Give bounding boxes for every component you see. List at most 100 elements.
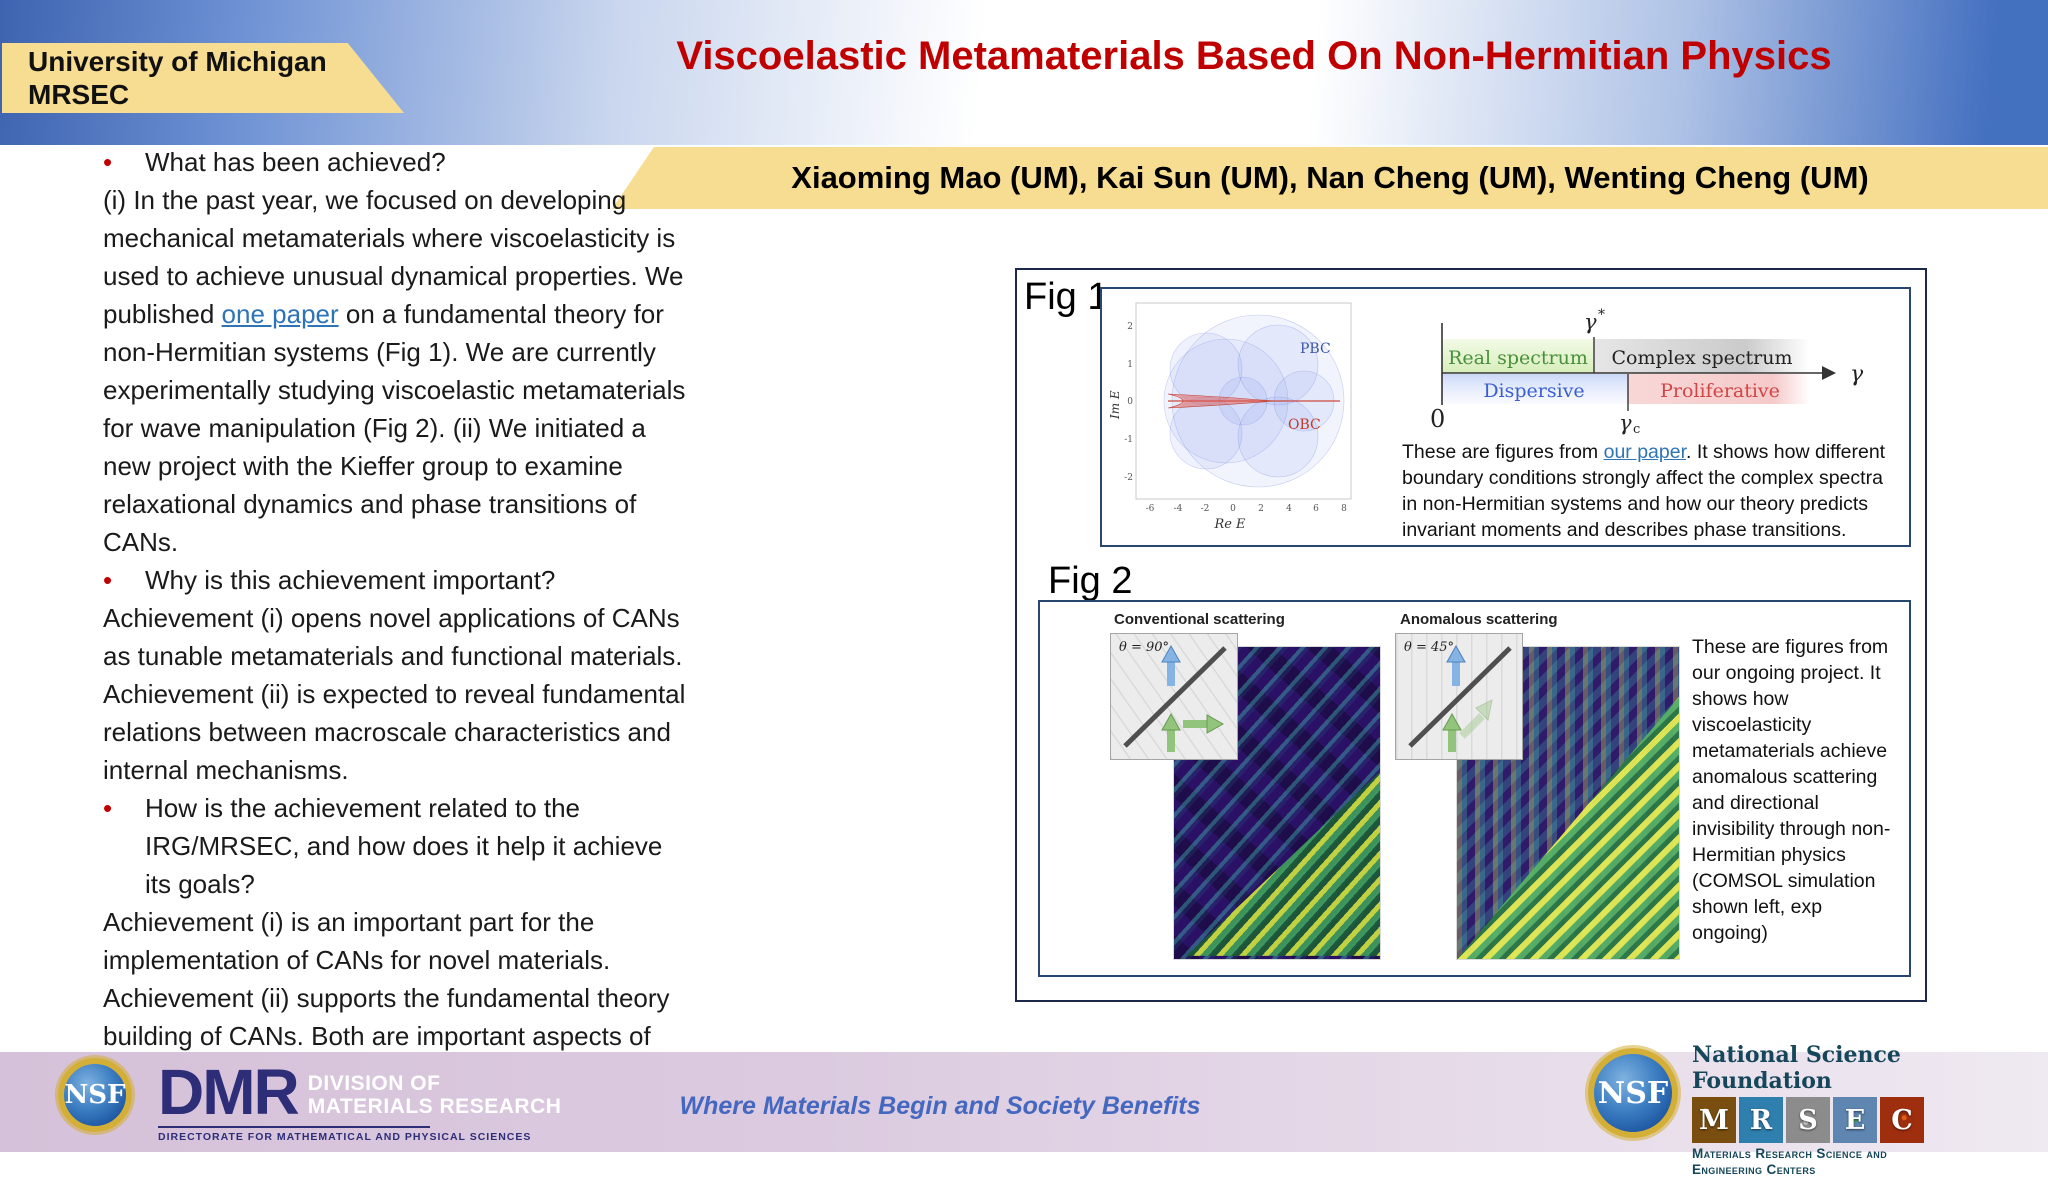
incident-arrowhead <box>1442 712 1462 731</box>
authors-banner: Xiaoming Mao (UM), Kai Sun (UM), Nan Che… <box>612 147 2048 209</box>
mrsec-tile-m: M <box>1692 1097 1736 1143</box>
bullet-marker: • <box>103 565 113 595</box>
one-paper-link[interactable]: one paper <box>221 299 339 329</box>
real-spectrum-label: Real spectrum <box>1448 347 1588 369</box>
fig1-box: PBC OBC -6 -4 -2 0 2 4 6 8 2 1 0 -1 -2 I… <box>1100 287 1911 547</box>
para1-text-a: (i) In the past year, we focused on deve… <box>103 185 684 329</box>
pbc-obc-spectra-plot: PBC OBC -6 -4 -2 0 2 4 6 8 2 1 0 -1 -2 I… <box>1108 302 1352 532</box>
dmr-division-lines: DIVISION OF MATERIALS RESEARCH <box>308 1072 562 1118</box>
fig1-caption-b: . It shows how different boundary condit… <box>1402 441 1886 541</box>
svg-text:1: 1 <box>1127 360 1133 370</box>
mrsec-tile-c: C <box>1880 1097 1924 1143</box>
complex-spectrum-band <box>1594 339 1810 373</box>
mrsec-tile-e: E <box>1833 1097 1877 1143</box>
dmr-directorate-text: DIRECTORATE FOR MATHEMATICAL AND PHYSICA… <box>158 1131 532 1143</box>
fig1-caption: These are figures from our paper. It sho… <box>1402 439 1902 543</box>
svg-text:-6: -6 <box>1146 504 1155 514</box>
gamma-axis-arrowhead <box>1822 366 1836 380</box>
bullet-marker: • <box>103 793 113 823</box>
mrsec-tile-r: R <box>1739 1097 1783 1143</box>
footer-motto: Where Materials Begin and Society Benefi… <box>679 1092 1201 1120</box>
plot-ylabel: Im E <box>1108 390 1122 420</box>
conventional-scattering-label: Conventional scattering <box>1114 611 1285 628</box>
paragraph-achievements: (i) In the past year, we focused on deve… <box>103 181 689 561</box>
page-title: Viscoelastic Metamaterials Based On Non-… <box>676 34 1832 78</box>
nsf-logo-text: NSF <box>64 1080 126 1110</box>
para1-text-b: on a fundamental theory for non-Hermitia… <box>103 299 686 557</box>
theta-90-label: θ = 90° <box>1119 640 1170 655</box>
dispersive-band <box>1442 374 1628 404</box>
incident-arrowhead <box>1161 712 1181 731</box>
scattering-geometry-90 <box>1123 644 1227 752</box>
mrsec-title: National Science Foundation <box>1692 1042 1901 1094</box>
interface-line <box>1408 646 1512 748</box>
gamma-axis-label: γ <box>1850 362 1864 387</box>
dmr-wordmark: DMR <box>158 1056 300 1128</box>
transmitted-arrowhead <box>1161 644 1181 663</box>
mrsec-tile-s: S <box>1786 1097 1830 1143</box>
complex-spectrum-label: Complex spectrum <box>1611 347 1792 369</box>
svg-text:0: 0 <box>1230 504 1236 514</box>
obc-series-label: OBC <box>1288 417 1321 433</box>
bullet-item-why: • Why is this achievement important? <box>103 561 689 599</box>
conventional-scattering-inset: θ = 90° <box>1110 633 1238 760</box>
fig2-label: Fig 2 <box>1048 560 1133 602</box>
mrsec-subtitle-line1: Materials Research Science and <box>1692 1146 1888 1161</box>
gamma-star-sup: * <box>1598 307 1605 323</box>
bullet-question: How is the achievement related to the IR… <box>145 793 663 899</box>
gamma-star-label: γ <box>1584 310 1597 334</box>
proliferative-label: Proliferative <box>1660 380 1780 402</box>
mrsec-subtitle: Materials Research Science and Engineeri… <box>1692 1146 2048 1178</box>
org-name: University of Michigan MRSEC <box>28 46 327 110</box>
mrsec-letter-tiles: M R S E C <box>1692 1097 2048 1143</box>
dmr-logo: DMR DIVISION OF MATERIALS RESEARCH <box>158 1056 562 1128</box>
scattering-geometry-45 <box>1408 644 1512 752</box>
svg-text:-1: -1 <box>1124 435 1133 445</box>
scattered-arrowhead <box>1206 714 1225 734</box>
dmr-division-line1: DIVISION OF <box>307 1072 441 1095</box>
svg-text:-4: -4 <box>1174 504 1183 514</box>
gamma-phase-diagram: Real spectrum Complex spectrum Dispersiv… <box>1430 307 1864 435</box>
real-spectrum-band <box>1442 339 1594 373</box>
grant-number: DMR-2309029 <box>28 111 404 113</box>
svg-text:0: 0 <box>1127 397 1133 407</box>
bullet-marker: • <box>103 147 113 177</box>
svg-text:-2: -2 <box>1201 504 1210 514</box>
zero-label: 0 <box>1430 405 1445 433</box>
fig2-caption: These are figures from our ongoing proje… <box>1692 636 1891 944</box>
nsf-logo-mrsec: NSF <box>1588 1048 1678 1138</box>
plot-xlabel: Re E <box>1213 517 1246 532</box>
bullet-question: What has been achieved? <box>145 147 446 177</box>
fig2-box: Conventional scattering θ = 90° Anomalou… <box>1038 600 1911 977</box>
obc-branch <box>1167 393 1340 409</box>
paragraph-importance: Achievement (i) opens novel applications… <box>103 603 686 785</box>
svg-text:6: 6 <box>1313 504 1319 514</box>
dmr-directorate-block: DIRECTORATE FOR MATHEMATICAL AND PHYSICA… <box>158 1122 531 1143</box>
bullet-item-how: • How is the achievement related to the … <box>103 789 689 903</box>
fig1-label: Fig 1 <box>1024 276 1109 318</box>
bullet-question: Why is this achievement important? <box>145 565 556 595</box>
gamma-c-sub: c <box>1633 422 1640 435</box>
x-tick-labels: -6 -4 -2 0 2 4 6 8 <box>1146 504 1348 514</box>
dmr-division-line2: MATERIALS RESEARCH <box>307 1095 562 1118</box>
svg-text:4: 4 <box>1286 504 1292 514</box>
achievement-text-block: • What has been achieved? (i) In the pas… <box>103 143 689 1093</box>
interface-line <box>1123 646 1227 748</box>
anomalous-scattering-inset: θ = 45° <box>1395 633 1523 760</box>
mrsec-subtitle-line2: Engineering Centers <box>1692 1162 1816 1177</box>
svg-text:-2: -2 <box>1124 473 1133 483</box>
dmr-rule <box>158 1126 430 1128</box>
svg-text:8: 8 <box>1341 504 1347 514</box>
theta-45-label: θ = 45° <box>1404 640 1455 655</box>
mrsec-logo: National Science Foundation M R S E C Ma… <box>1692 1042 2048 1178</box>
our-paper-link[interactable]: our paper <box>1603 441 1686 463</box>
transmitted-arrowhead <box>1446 644 1466 663</box>
authors-line: Xiaoming Mao (UM), Kai Sun (UM), Nan Che… <box>791 160 1869 195</box>
bullet-item-what: • What has been achieved? <box>103 143 689 181</box>
org-banner: University of Michigan MRSEC DMR-2309029 <box>2 43 404 113</box>
fig1-caption-a: These are figures from <box>1402 441 1604 463</box>
gamma-c-label: γ <box>1619 411 1632 435</box>
nsf-logo-text: NSF <box>1597 1075 1669 1111</box>
anomalous-scattering-label: Anomalous scattering <box>1400 611 1558 628</box>
